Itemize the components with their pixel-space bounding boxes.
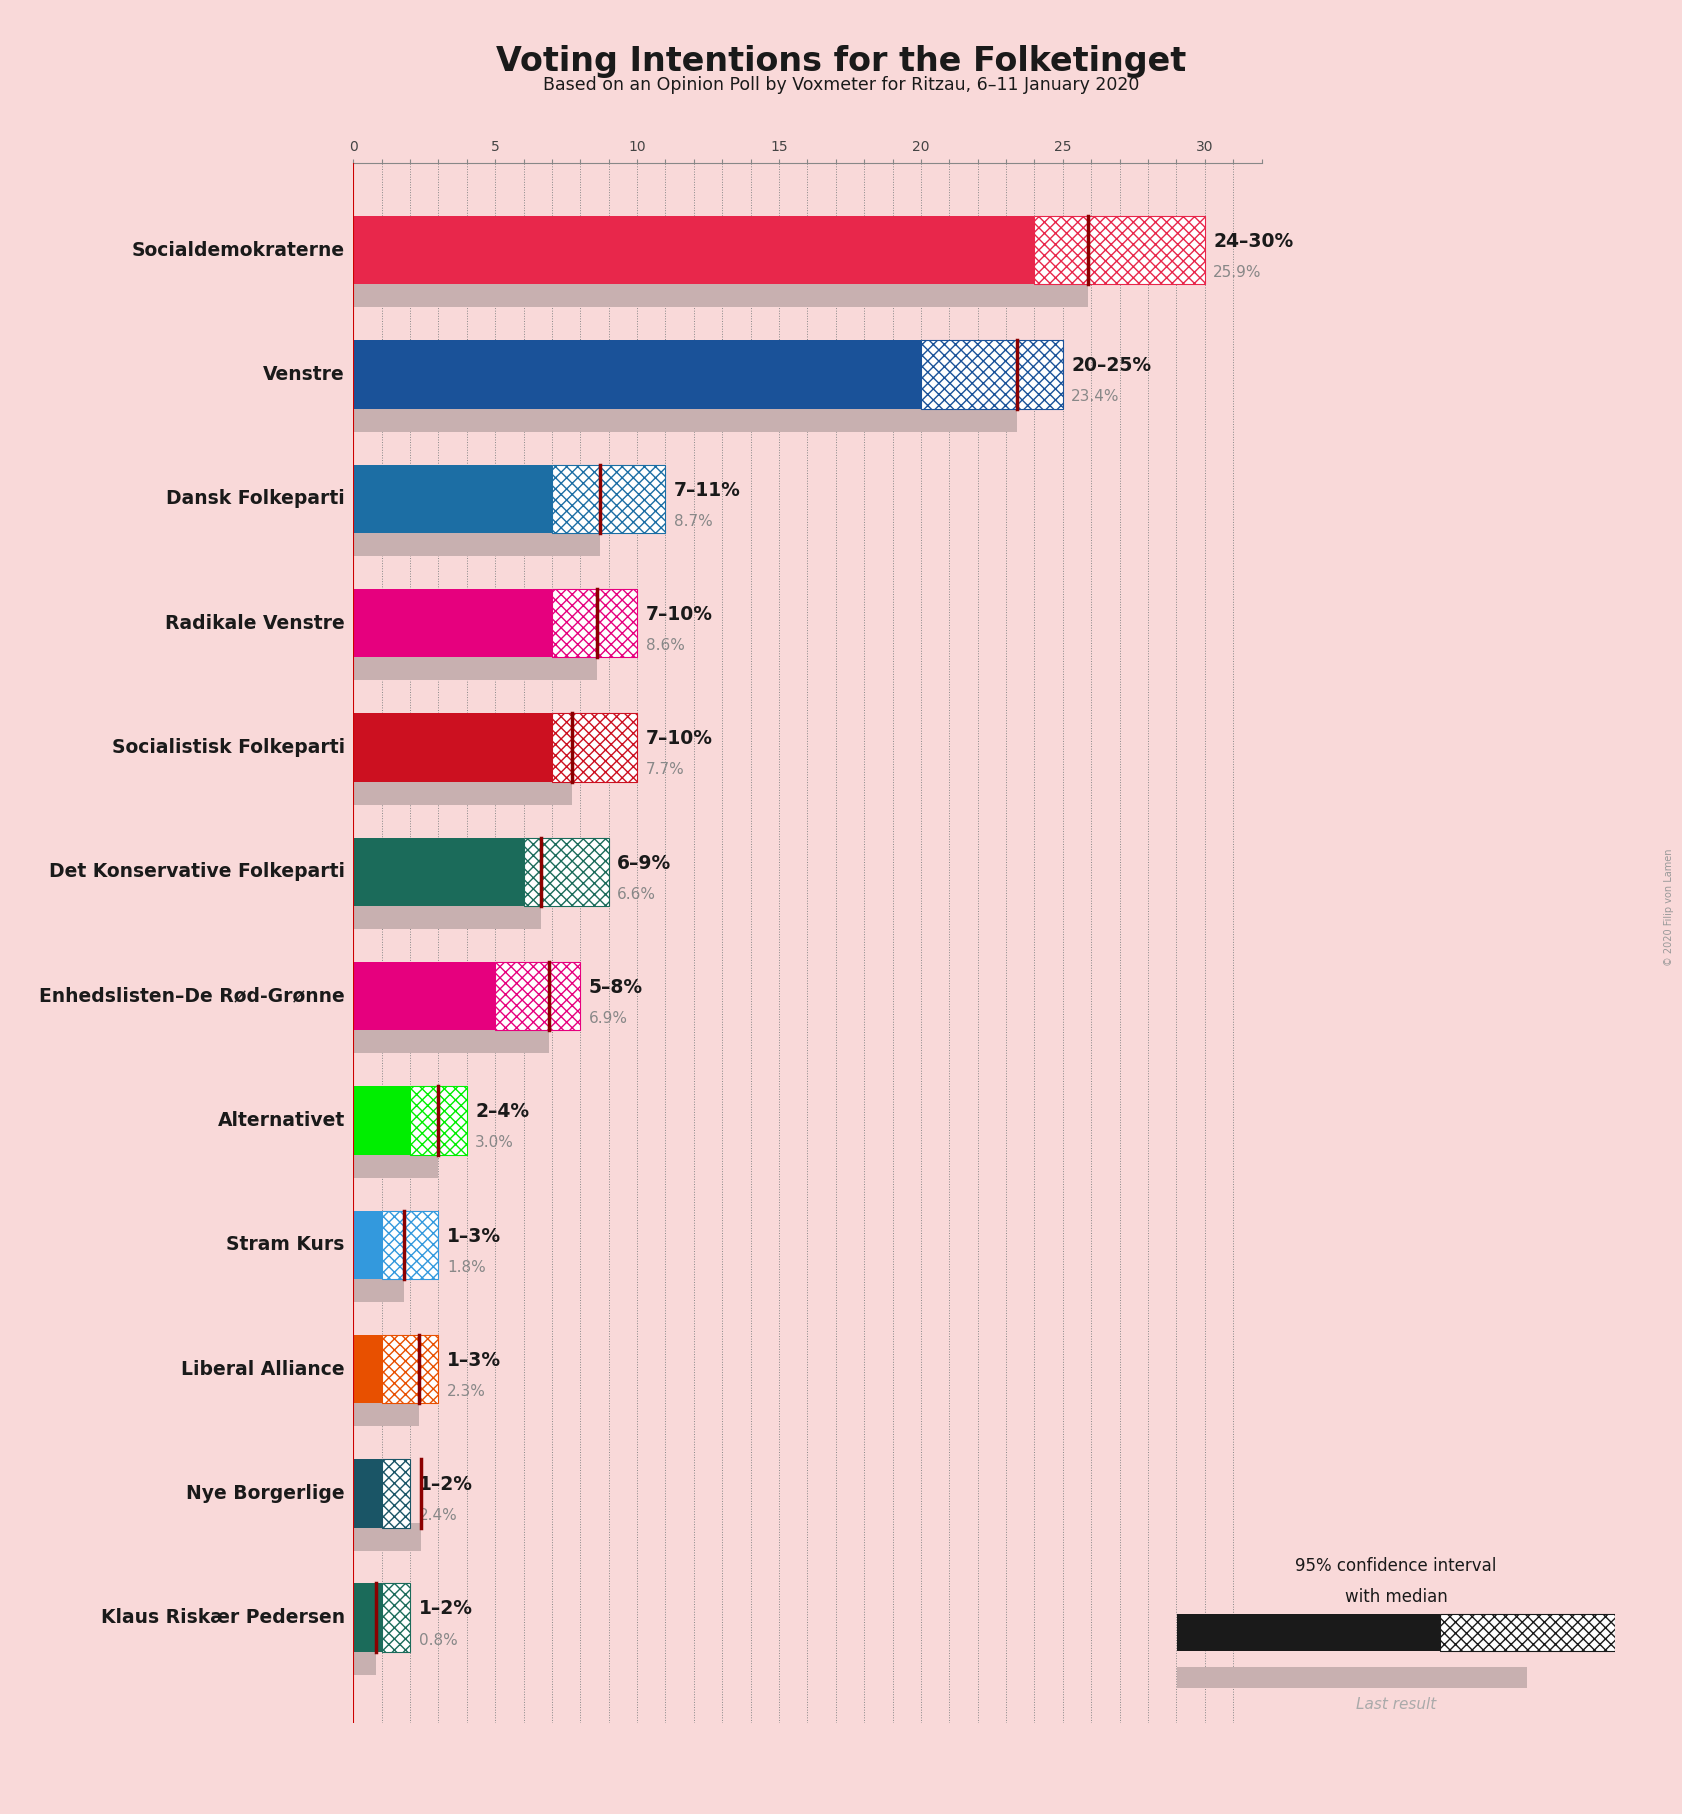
Bar xyxy=(382,1335,439,1404)
Bar xyxy=(382,1458,410,1527)
Bar xyxy=(552,590,637,657)
Text: Socialdemokraterne: Socialdemokraterne xyxy=(131,241,345,259)
Text: 5–8%: 5–8% xyxy=(589,978,643,998)
Text: Radikale Venstre: Radikale Venstre xyxy=(165,613,345,633)
Text: 95% confidence interval: 95% confidence interval xyxy=(1295,1556,1497,1575)
Text: © 2020 Filip von Lamen: © 2020 Filip von Lamen xyxy=(1663,849,1674,965)
Text: 1.8%: 1.8% xyxy=(447,1259,486,1275)
Bar xyxy=(353,961,495,1030)
Bar xyxy=(410,1087,466,1154)
Text: Socialistisk Folkeparti: Socialistisk Folkeparti xyxy=(111,738,345,756)
Text: 6–9%: 6–9% xyxy=(617,854,671,873)
Bar xyxy=(410,1087,466,1154)
Bar xyxy=(353,1275,404,1302)
Text: 8.7%: 8.7% xyxy=(674,513,713,528)
Bar xyxy=(922,341,1063,408)
Text: 25.9%: 25.9% xyxy=(1213,265,1262,279)
Bar xyxy=(353,279,1088,307)
Text: Dansk Folkeparti: Dansk Folkeparti xyxy=(167,490,345,508)
Text: 1–3%: 1–3% xyxy=(447,1226,501,1246)
Bar xyxy=(382,1210,439,1279)
Bar xyxy=(552,464,666,533)
Bar xyxy=(353,1335,382,1404)
Text: 24–30%: 24–30% xyxy=(1213,232,1293,250)
Text: 2.4%: 2.4% xyxy=(419,1507,458,1524)
Bar xyxy=(382,1335,439,1404)
Text: 2.3%: 2.3% xyxy=(447,1384,486,1399)
Bar xyxy=(353,341,922,408)
Text: 20–25%: 20–25% xyxy=(1071,356,1152,375)
Text: 7–10%: 7–10% xyxy=(646,606,713,624)
Bar xyxy=(1440,1614,1615,1651)
Bar xyxy=(495,961,580,1030)
Text: Venstre: Venstre xyxy=(262,365,345,385)
Bar xyxy=(1177,1614,1440,1651)
Bar xyxy=(922,341,1063,408)
Bar xyxy=(353,1399,419,1426)
Bar xyxy=(353,1647,375,1674)
Text: 23.4%: 23.4% xyxy=(1071,390,1120,405)
Text: 6.6%: 6.6% xyxy=(617,887,656,902)
Text: 3.0%: 3.0% xyxy=(476,1136,515,1150)
Text: with median: with median xyxy=(1344,1587,1448,1605)
Text: Nye Borgerlige: Nye Borgerlige xyxy=(187,1484,345,1502)
Bar xyxy=(1440,1614,1615,1651)
Bar xyxy=(552,464,666,533)
Bar xyxy=(523,838,609,905)
Bar xyxy=(353,1027,548,1054)
Text: Stram Kurs: Stram Kurs xyxy=(227,1235,345,1253)
Bar xyxy=(382,1458,410,1527)
Bar xyxy=(353,1150,439,1177)
Text: 7–11%: 7–11% xyxy=(674,481,740,499)
Bar xyxy=(353,1524,420,1551)
Text: Based on an Opinion Poll by Voxmeter for Ritzau, 6–11 January 2020: Based on an Opinion Poll by Voxmeter for… xyxy=(543,76,1139,94)
Bar xyxy=(552,713,637,782)
Bar xyxy=(353,838,523,905)
Bar xyxy=(1034,216,1204,285)
Bar xyxy=(382,1584,410,1653)
Text: Voting Intentions for the Folketinget: Voting Intentions for the Folketinget xyxy=(496,45,1186,78)
Bar xyxy=(552,713,637,782)
Bar xyxy=(353,713,552,782)
Bar xyxy=(353,1087,410,1154)
Bar xyxy=(382,1584,410,1653)
Text: Alternativet: Alternativet xyxy=(217,1110,345,1130)
Text: 1–2%: 1–2% xyxy=(419,1600,473,1618)
Text: 6.9%: 6.9% xyxy=(589,1010,627,1027)
Bar xyxy=(382,1210,439,1279)
Bar xyxy=(353,590,552,657)
Bar xyxy=(353,216,1034,285)
Text: 7–10%: 7–10% xyxy=(646,729,713,749)
Bar xyxy=(353,778,572,805)
Bar xyxy=(1177,1667,1527,1687)
Bar xyxy=(353,1210,382,1279)
Text: 1–3%: 1–3% xyxy=(447,1351,501,1370)
Bar xyxy=(353,902,540,929)
Text: Liberal Alliance: Liberal Alliance xyxy=(182,1359,345,1379)
Text: Last result: Last result xyxy=(1356,1696,1436,1712)
Text: 1–2%: 1–2% xyxy=(419,1475,473,1495)
Bar xyxy=(353,1584,382,1653)
Bar xyxy=(353,405,1018,432)
Bar xyxy=(353,464,552,533)
Text: 7.7%: 7.7% xyxy=(646,762,685,778)
Bar xyxy=(353,653,597,680)
Bar xyxy=(523,838,609,905)
Bar xyxy=(552,590,637,657)
Text: 0.8%: 0.8% xyxy=(419,1633,458,1647)
Bar xyxy=(495,961,580,1030)
Bar xyxy=(353,528,600,557)
Text: Det Konservative Folkeparti: Det Konservative Folkeparti xyxy=(49,862,345,882)
Bar xyxy=(1034,216,1204,285)
Text: 2–4%: 2–4% xyxy=(476,1103,530,1121)
Text: Enhedslisten–De Rød-Grønne: Enhedslisten–De Rød-Grønne xyxy=(39,987,345,1005)
Text: Klaus Riskær Pedersen: Klaus Riskær Pedersen xyxy=(101,1609,345,1627)
Text: 8.6%: 8.6% xyxy=(646,639,685,653)
Bar xyxy=(353,1458,382,1527)
